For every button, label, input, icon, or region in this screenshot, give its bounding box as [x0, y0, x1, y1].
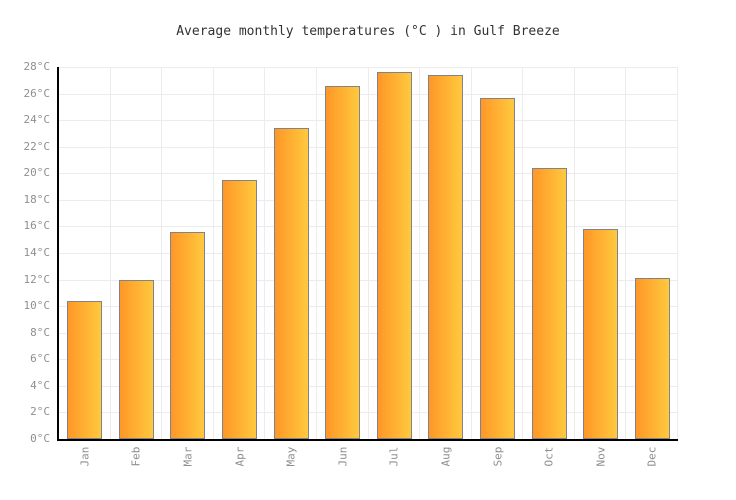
gridline: [419, 67, 421, 439]
bar-mar[interactable]: [170, 232, 206, 439]
y-tick-label: 4°C: [30, 378, 50, 392]
bar-jul[interactable]: [376, 72, 412, 439]
gridline: [59, 359, 678, 361]
y-tick-label: 2°C: [30, 405, 50, 419]
x-tick-label-jan: Jan: [59, 446, 111, 490]
y-tick-label: 12°C: [23, 272, 51, 286]
month-label: Mar: [181, 446, 195, 467]
gridline: [367, 67, 369, 439]
month-label: Dec: [645, 446, 659, 467]
gridline: [59, 67, 678, 68]
gridline: [59, 93, 678, 95]
bar-aug[interactable]: [428, 75, 464, 439]
gridline: [315, 67, 317, 439]
bar-sep[interactable]: [479, 98, 515, 439]
gridline: [59, 199, 678, 201]
gridline: [161, 67, 163, 439]
x-tick-label-may: May: [265, 446, 317, 490]
month-label: Aug: [439, 446, 453, 467]
y-tick-label: 6°C: [30, 352, 50, 366]
gridline: [625, 67, 627, 439]
y-tick-label: 26°C: [23, 86, 51, 100]
y-tick-label: 14°C: [23, 246, 51, 259]
x-tick-label-mar: Mar: [162, 446, 214, 490]
y-tick-label: 24°C: [23, 113, 51, 127]
bar-feb[interactable]: [118, 280, 154, 439]
month-label: Feb: [129, 446, 143, 467]
bar-apr[interactable]: [222, 180, 258, 439]
gridline: [470, 67, 472, 439]
x-tick-label-oct: Oct: [523, 446, 575, 490]
month-label: Nov: [594, 446, 608, 467]
gridline: [264, 67, 266, 439]
x-axis-tick-labels: Jan Feb Mar Apr May Jun Jul Aug Sep Oct Nov Dec: [59, 446, 678, 496]
bar-dec[interactable]: [634, 278, 670, 439]
month-label: May: [284, 446, 298, 467]
y-tick-label: 22°C: [23, 139, 51, 153]
month-label: Jan: [78, 446, 92, 467]
gridline: [522, 67, 524, 439]
x-tick-label-dec: Dec: [626, 446, 678, 490]
x-tick-label-jun: Jun: [317, 446, 369, 490]
gridline: [59, 173, 678, 175]
y-tick-label: 8°C: [30, 325, 50, 339]
x-tick-label-sep: Sep: [472, 446, 524, 490]
gridline: [59, 253, 678, 254]
gridline: [59, 412, 678, 414]
gridline: [59, 120, 678, 122]
gridline: [212, 67, 214, 439]
y-tick-label: 18°C: [23, 192, 51, 206]
gridline: [573, 67, 575, 439]
bar-jan[interactable]: [67, 301, 103, 439]
month-label: Jul: [387, 446, 401, 467]
month-label: Sep: [490, 446, 504, 467]
y-tick-label: 10°C: [23, 299, 51, 313]
month-label: Apr: [233, 446, 247, 467]
gridline: [109, 67, 111, 439]
x-tick-label-aug: Aug: [420, 446, 472, 490]
y-tick-label: 28°C: [23, 60, 51, 73]
x-tick-label-nov: Nov: [575, 446, 627, 490]
x-tick-label-jul: Jul: [369, 446, 421, 490]
x-tick-label-feb: Feb: [111, 446, 163, 490]
gridline: [59, 306, 678, 308]
gridline: [59, 279, 678, 281]
y-tick-label: 0°C: [30, 432, 50, 445]
month-label: Jun: [336, 446, 350, 467]
y-tick-label: 20°C: [23, 166, 51, 180]
chart-title: Average monthly temperatures (°C ) in Gu…: [176, 24, 560, 39]
gridline: [677, 67, 678, 439]
gridline: [59, 385, 678, 387]
gridline: [59, 226, 678, 228]
gridline: [59, 332, 678, 334]
month-label: Oct: [542, 446, 556, 467]
bar-may[interactable]: [273, 128, 309, 439]
gridline: [59, 146, 678, 148]
bar-nov[interactable]: [583, 229, 619, 439]
y-axis-tick-labels: 0°C 2°C 4°C 6°C 8°C 10°C 12°C 14°C 16°C 18°C 20°C 2…: [0, 60, 51, 445]
y-tick-label: 16°C: [23, 219, 51, 233]
bar-oct[interactable]: [531, 168, 567, 439]
plot-area: [57, 67, 678, 441]
bar-jun[interactable]: [325, 86, 361, 439]
x-tick-label-apr: Apr: [214, 446, 266, 490]
